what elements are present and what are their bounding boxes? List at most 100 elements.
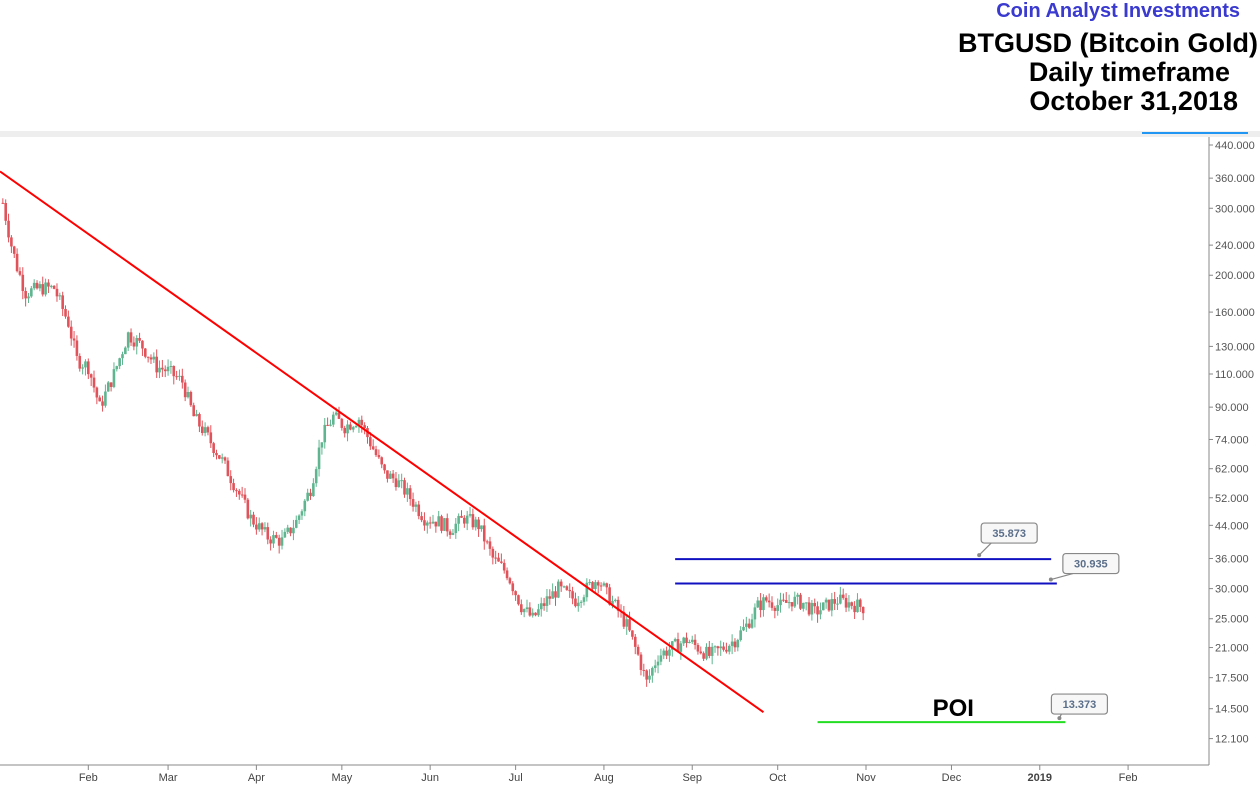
candle-body: [275, 535, 278, 538]
candle-body: [215, 452, 218, 456]
candle-body: [465, 515, 469, 524]
candle-body: [631, 630, 634, 637]
y-tick-label: 17.500: [1215, 673, 1249, 685]
candle-body: [118, 358, 121, 367]
candle-body: [423, 520, 426, 526]
candle-body: [636, 646, 640, 655]
time-axis: Feb Mar Apr May Jun Jul Aug Sep Oct Nov Dec 2019 Feb: [79, 765, 1138, 784]
candle-body: [252, 514, 255, 525]
candle-body: [847, 602, 851, 608]
candle-body: [460, 515, 463, 518]
candle-body: [24, 290, 27, 299]
candle-body: [437, 516, 440, 527]
candle-body: [471, 514, 475, 528]
candle-body: [528, 607, 532, 616]
candle-body: [725, 649, 728, 652]
candle-body: [790, 602, 794, 607]
candle-body: [87, 361, 90, 375]
candle-body: [585, 582, 589, 598]
candle-body: [101, 401, 104, 406]
x-tick-label: Jun: [421, 772, 439, 784]
candle-body: [300, 511, 304, 516]
candle-body: [474, 519, 478, 528]
top-divider: [0, 131, 1260, 137]
candle-body: [129, 332, 133, 343]
candle-body: [824, 599, 828, 603]
candle-body: [61, 295, 64, 309]
callout-label: 13.373: [1063, 699, 1097, 711]
candle-body: [545, 596, 549, 606]
candle-body: [10, 237, 13, 247]
callout-box: [1050, 693, 1109, 715]
candle-body: [394, 478, 398, 488]
candle-body: [35, 282, 39, 289]
candle-body: [821, 602, 825, 611]
candle-body: [357, 419, 361, 427]
callout-pointer: [978, 542, 992, 556]
candle-body: [434, 521, 438, 527]
candle-body: [759, 600, 762, 611]
x-tick-label: Oct: [769, 772, 786, 784]
candle-body: [243, 494, 247, 500]
x-tick-label: Apr: [248, 772, 265, 784]
candle-body: [614, 599, 617, 601]
candle-body: [149, 357, 153, 360]
candle-body: [696, 644, 700, 652]
candle-body: [363, 425, 366, 429]
x-tick-label: May: [331, 772, 352, 784]
candle-body: [220, 457, 224, 459]
candle-body: [181, 375, 184, 383]
candle-body: [189, 391, 193, 406]
candle-body: [417, 504, 421, 517]
candle-body: [750, 619, 754, 628]
candle-body: [226, 460, 230, 477]
y-tick-label: 360.000: [1215, 173, 1255, 185]
candle-body: [255, 524, 258, 530]
candle-body: [594, 582, 597, 589]
downtrend-line: [0, 170, 765, 713]
candle-body: [494, 557, 497, 559]
y-tick-label: 90.000: [1215, 402, 1249, 414]
candle-body: [770, 602, 774, 608]
candle-body: [374, 449, 378, 456]
candle-body: [104, 391, 107, 406]
candle-body: [508, 578, 512, 584]
candle-body: [539, 603, 543, 610]
candle-body: [799, 594, 802, 609]
candle-body: [804, 602, 808, 604]
candle-body: [765, 597, 768, 601]
candle-body: [135, 337, 139, 347]
candle-body: [81, 367, 84, 369]
candle-body: [659, 655, 663, 662]
candle-body: [78, 355, 82, 369]
candle-body: [297, 515, 301, 520]
candle-body: [841, 594, 845, 598]
candle-body: [742, 626, 745, 631]
candle-body: [343, 427, 346, 434]
candle-body: [200, 426, 204, 434]
candle-body: [323, 424, 327, 443]
candle-body: [662, 650, 666, 656]
candle-body: [830, 599, 834, 611]
candle-body: [736, 640, 740, 648]
candle-body: [98, 397, 102, 402]
y-tick-label: 44.000: [1215, 520, 1249, 532]
candle-body: [18, 271, 22, 275]
candle-body: [784, 600, 788, 603]
candle-body: [143, 348, 147, 357]
symbol-title: BTGUSD (Bitcoin Gold): [958, 28, 1258, 58]
candle-body: [693, 639, 697, 645]
candle-body: [670, 641, 674, 650]
candle-body: [861, 606, 865, 614]
candle-body: [172, 366, 176, 377]
candle-body: [571, 591, 574, 599]
candle-body: [591, 582, 594, 589]
candle-body: [557, 581, 560, 598]
x-tick-label: Aug: [594, 772, 614, 784]
overlays: 35.873 30.935 13.373 POI: [0, 170, 1120, 724]
candle-body: [169, 366, 173, 368]
y-tick-label: 300.000: [1215, 203, 1255, 215]
callout-pointer: [1050, 572, 1074, 581]
candle-body: [853, 605, 856, 613]
